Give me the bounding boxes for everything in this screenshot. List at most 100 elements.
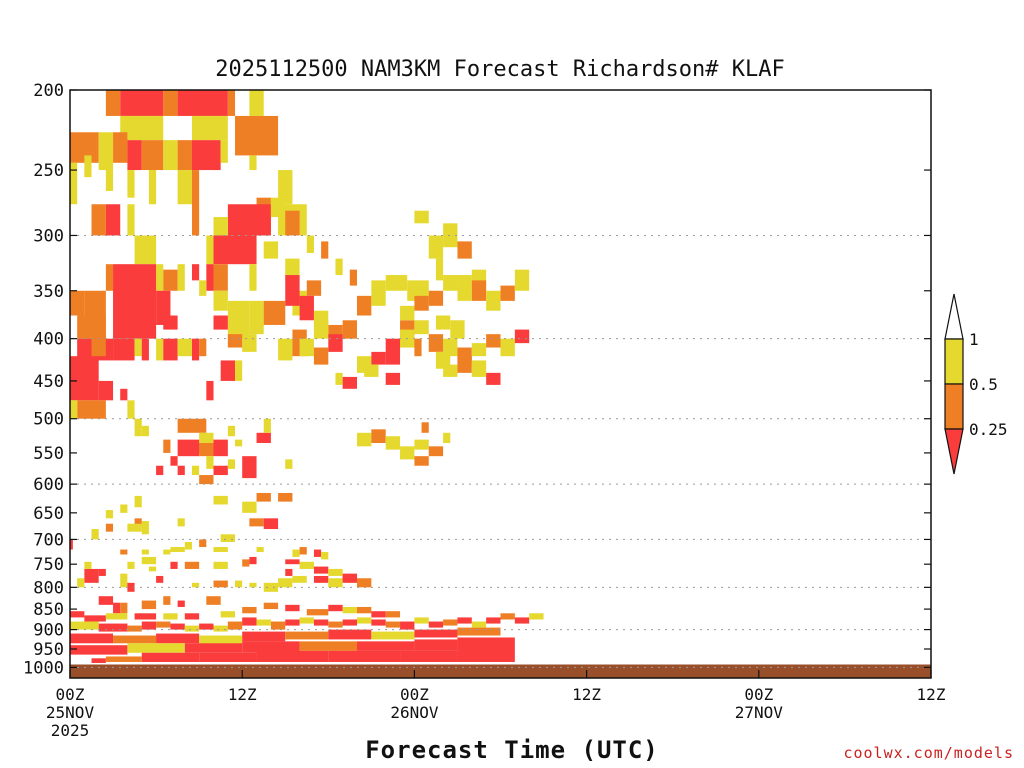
ri-cell <box>191 264 200 281</box>
ri-cell <box>163 338 178 361</box>
legend-label: 0.5 <box>969 375 998 394</box>
ri-cell <box>385 611 401 618</box>
ri-cell <box>191 115 228 141</box>
ri-cell <box>170 623 185 630</box>
ri-cell <box>105 523 114 532</box>
ri-cell <box>70 356 99 401</box>
ri-cell <box>471 343 487 357</box>
ri-cell <box>191 170 200 236</box>
ri-cell <box>113 132 128 163</box>
ri-cell <box>213 315 228 330</box>
ri-cell <box>213 465 228 476</box>
ri-cell <box>342 320 357 339</box>
ri-cell <box>278 338 293 361</box>
y-tick-label: 250 <box>33 161 64 181</box>
ri-cell <box>184 541 192 550</box>
ri-cell <box>213 439 228 457</box>
ri-cell <box>306 280 322 296</box>
ri-cell <box>299 561 314 569</box>
x-axis-label: Forecast Time (UTC) <box>365 736 659 764</box>
ri-cell <box>414 210 429 224</box>
ri-cell <box>435 258 444 281</box>
ri-cell <box>70 621 99 630</box>
ri-cell <box>227 459 236 469</box>
ri-cell <box>313 310 329 339</box>
ri-cell <box>357 617 372 624</box>
ri-cell <box>227 90 236 116</box>
ri-cell <box>177 518 185 527</box>
ri-cell <box>213 580 228 588</box>
ri-cell <box>105 162 114 191</box>
ri-cell <box>156 633 200 644</box>
ri-cell <box>163 315 178 330</box>
ri-cell <box>177 170 192 205</box>
ri-cell <box>256 650 329 662</box>
ri-cell <box>342 606 357 614</box>
ri-cell <box>342 619 357 626</box>
x-tick-label: 26NOV <box>390 703 439 722</box>
ri-cell <box>328 334 343 352</box>
ri-cell <box>457 275 472 301</box>
ri-cell <box>457 637 515 649</box>
ri-cell <box>292 575 307 583</box>
ri-cell <box>471 360 487 377</box>
ri-cell <box>141 549 149 555</box>
ri-cell <box>235 439 243 447</box>
ri-cell <box>357 432 372 447</box>
ri-cell <box>428 290 444 306</box>
ri-cell <box>313 566 329 574</box>
ri-cell <box>199 442 214 457</box>
y-tick-label: 1000 <box>23 658 64 678</box>
ri-cell <box>443 432 451 443</box>
ri-cell <box>91 338 106 357</box>
ri-cell <box>235 360 243 381</box>
ri-cell <box>134 495 142 508</box>
legend-label: 1 <box>969 330 979 349</box>
y-tick-label: 800 <box>33 578 64 598</box>
ri-cell <box>84 568 99 583</box>
ri-cell <box>191 465 200 476</box>
ri-cell <box>242 456 257 479</box>
ri-cell <box>105 204 121 236</box>
y-tick-label: 950 <box>33 640 64 660</box>
ri-cell <box>242 501 257 513</box>
ri-cell <box>177 600 185 607</box>
ri-cell <box>235 580 243 588</box>
ri-cell <box>127 561 135 569</box>
ri-cell <box>357 578 372 588</box>
ri-cell <box>428 235 444 259</box>
legend-cap-top <box>944 293 964 340</box>
ri-cell <box>113 264 157 339</box>
ri-cell <box>414 295 429 311</box>
ri-cell <box>141 556 157 565</box>
ri-cell <box>206 264 214 291</box>
ri-cell <box>177 465 185 476</box>
ri-cell <box>141 526 149 535</box>
ri-cell <box>199 652 257 662</box>
ri-cell <box>70 645 128 655</box>
ri-cell <box>206 380 214 401</box>
ri-cell <box>170 547 185 553</box>
ri-cell <box>213 217 228 236</box>
ri-cell <box>77 315 106 339</box>
ri-cell <box>313 549 322 557</box>
ri-cell <box>414 629 458 638</box>
ri-cell <box>285 459 293 469</box>
y-tick-label: 300 <box>33 226 64 246</box>
ri-cell <box>191 140 221 171</box>
ri-cell <box>163 439 171 453</box>
ri-cell <box>91 204 106 236</box>
ri-cell <box>177 90 228 116</box>
ri-cell <box>120 549 128 555</box>
ri-cell <box>407 280 429 301</box>
ri-cell <box>529 613 544 620</box>
ri-cell <box>457 617 472 624</box>
ri-cell <box>328 650 401 662</box>
ri-cell <box>414 338 422 357</box>
x-tick-label: 2025 <box>51 721 90 740</box>
ri-cell <box>206 456 214 469</box>
ri-cell <box>220 360 236 381</box>
ri-cell <box>328 604 343 612</box>
ri-cell <box>98 596 114 605</box>
